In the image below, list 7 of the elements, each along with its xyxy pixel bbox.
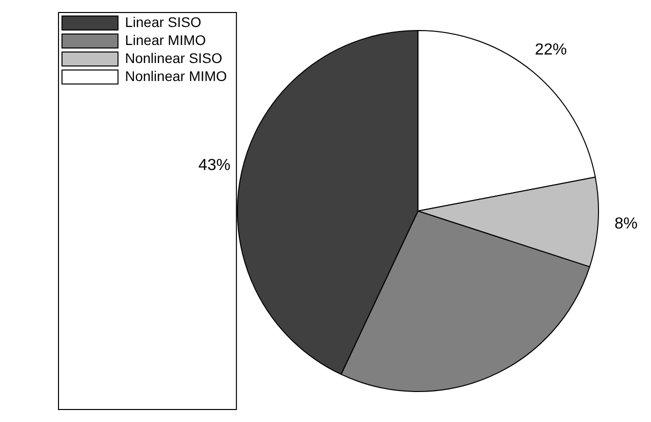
data-label: 8% — [614, 216, 638, 232]
legend-label: Linear MIMO — [125, 32, 206, 48]
legend-label: Linear SISO — [125, 14, 202, 30]
data-label: 43% — [198, 156, 230, 174]
legend-label: Nonlinear MIMO — [125, 68, 228, 84]
data-label: 22% — [534, 42, 567, 59]
legend-label: Nonlinear SISO — [125, 50, 222, 66]
